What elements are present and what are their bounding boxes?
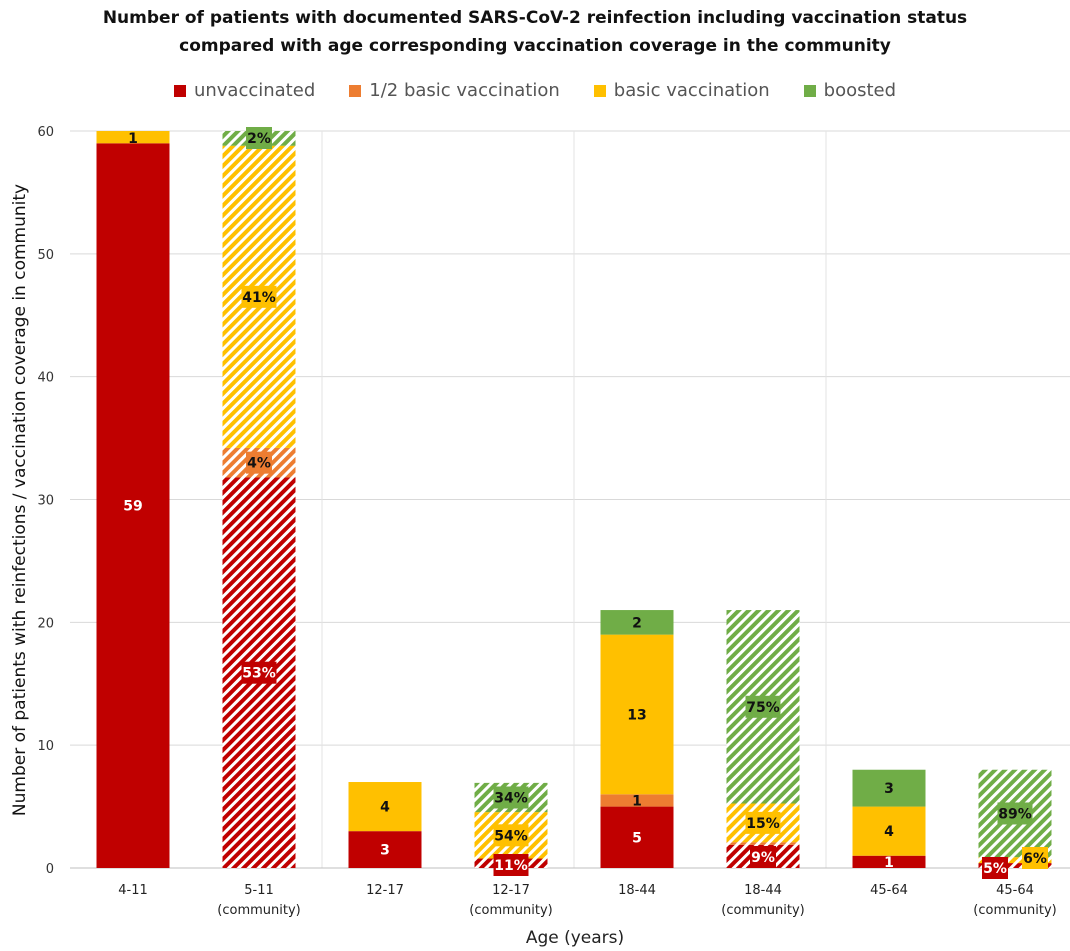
data-label: 59 (123, 499, 142, 515)
data-label: 2% (247, 131, 271, 147)
legend-swatch-boosted (803, 84, 816, 97)
bar-segment (348, 782, 422, 832)
data-label-box (241, 661, 277, 684)
data-label: 2 (632, 615, 642, 631)
bar-segment (852, 855, 926, 868)
x-tick-sublabel: (community) (469, 903, 552, 918)
legend-item-basic: basic vaccination (593, 80, 770, 101)
legend-swatch-half-basic (349, 84, 362, 97)
data-label-box (997, 802, 1033, 825)
legend-swatch-unvaccinated (173, 84, 186, 97)
data-label: 5 (632, 830, 642, 846)
bar-segment (600, 794, 674, 807)
data-label: 5% (983, 861, 1007, 877)
bar-segment (600, 634, 674, 795)
data-label: 6% (1023, 851, 1047, 867)
data-label: 1 (632, 793, 642, 809)
legend-label-basic: basic vaccination (613, 80, 770, 101)
data-label: 3 (884, 781, 894, 797)
legend-item-boosted: boosted (803, 80, 897, 101)
x-tick-label: 18-44 (618, 883, 656, 898)
data-label: 41% (242, 290, 276, 306)
x-tick-label: 12-17 (366, 883, 404, 898)
x-tick-label: 12-17 (492, 883, 530, 898)
x-tick-sublabel: (community) (217, 903, 300, 918)
x-tick-label: 18-44 (744, 883, 782, 898)
data-label: 53% (242, 666, 276, 682)
y-tick-label: 0 (46, 862, 54, 877)
legend-label-unvaccinated: unvaccinated (193, 80, 316, 101)
data-label: 13 (627, 707, 646, 723)
bar-segment (96, 143, 170, 869)
data-label: 4% (247, 456, 271, 472)
y-tick-label: 20 (37, 616, 54, 631)
bar-segment (96, 131, 170, 144)
data-label-box (745, 811, 781, 834)
data-label-box (1022, 847, 1048, 869)
bar-segment (852, 769, 926, 807)
bar-segment (600, 610, 674, 635)
data-label: 75% (746, 700, 780, 716)
data-label: 9% (751, 850, 775, 866)
legend-item-unvaccinated: unvaccinated (173, 80, 316, 101)
data-label-box (750, 846, 776, 868)
bar-segment (852, 806, 926, 856)
data-label: 4 (380, 800, 390, 816)
data-label-box (246, 451, 272, 474)
legend-label-half-basic: 1/2 basic vaccination (369, 80, 560, 101)
bar-segment (600, 806, 674, 868)
x-axis-label: Age (years) (525, 928, 625, 948)
data-label-box (493, 786, 529, 809)
y-tick-label: 40 (37, 371, 54, 386)
bar-segment (978, 857, 1052, 864)
y-tick-label: 60 (37, 125, 54, 140)
bar-segment (726, 842, 800, 845)
x-tick-label: 4-11 (118, 883, 148, 898)
data-label-box (745, 695, 781, 718)
data-label-box (982, 857, 1008, 879)
legend-item-half-basic: 1/2 basic vaccination (349, 80, 560, 101)
chart-title-line-1: Number of patients with documented SARS-… (102, 8, 968, 28)
data-label: 34% (494, 790, 528, 806)
bar-segment (348, 831, 422, 868)
legend-swatch-basic (593, 84, 606, 97)
y-tick-label: 10 (37, 739, 54, 754)
data-label: 1 (884, 855, 894, 871)
data-label-box (493, 854, 529, 876)
x-tick-sublabel: (community) (973, 903, 1056, 918)
data-label-box (241, 285, 277, 308)
x-tick-label: 5-11 (244, 883, 274, 898)
y-tick-label: 30 (37, 494, 54, 509)
x-tick-label: 45-64 (996, 883, 1034, 898)
data-label: 89% (998, 806, 1032, 822)
data-label: 3 (380, 843, 390, 859)
x-tick-label: 45-64 (870, 883, 908, 898)
legend-label-boosted: boosted (823, 80, 897, 101)
data-label: 11% (494, 858, 528, 874)
data-label: 54% (494, 828, 528, 844)
data-label: 4 (884, 824, 894, 840)
bar-segment (978, 863, 1052, 868)
y-tick-label: 50 (37, 248, 54, 263)
chart-title-line-2: compared with age corresponding vaccinat… (179, 36, 891, 56)
data-label: 1 (128, 131, 138, 147)
chart-legend: unvaccinated 1/2 basic vaccination basic… (0, 80, 1070, 101)
data-label-box (246, 127, 272, 149)
x-tick-sublabel: (community) (721, 903, 804, 918)
data-label-box (493, 824, 529, 847)
data-label: 15% (746, 816, 780, 832)
